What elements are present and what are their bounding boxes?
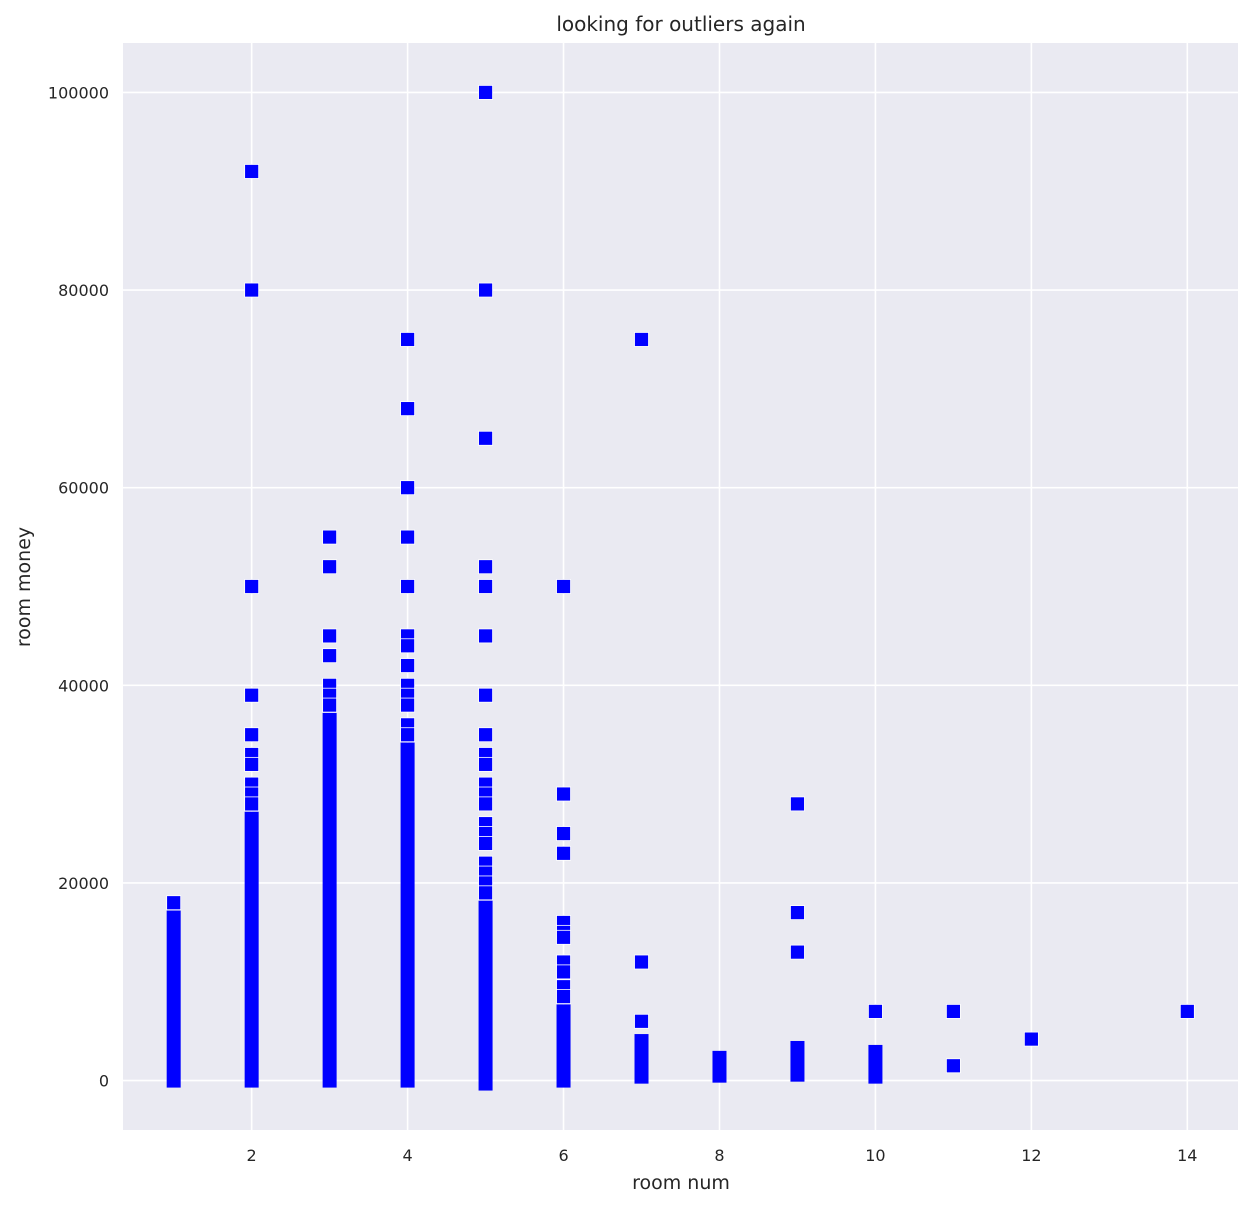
data-point	[244, 282, 260, 298]
x-tick-label: 4	[403, 1146, 413, 1165]
x-tick-label: 6	[558, 1146, 568, 1165]
data-point	[946, 1058, 961, 1074]
data-point	[400, 638, 415, 654]
data-point	[478, 579, 493, 594]
x-tick-label: 2	[247, 1146, 257, 1165]
data-point	[400, 529, 415, 545]
data-point-cluster	[478, 900, 493, 1091]
x-tick-label: 8	[714, 1146, 724, 1165]
data-point	[322, 628, 338, 644]
data-point	[400, 658, 415, 673]
data-point	[166, 895, 182, 911]
data-point	[634, 1013, 649, 1029]
plot-background	[123, 43, 1238, 1130]
data-point	[244, 164, 260, 179]
data-point	[556, 579, 571, 594]
data-point	[244, 796, 260, 812]
y-tick-label: 40000	[58, 676, 109, 695]
data-point	[1179, 1004, 1195, 1019]
y-tick-label: 0	[99, 1072, 109, 1091]
data-point	[790, 944, 805, 960]
data-point	[478, 727, 493, 743]
x-axis-label: room num	[632, 1172, 730, 1194]
data-points	[166, 85, 1195, 1091]
data-point	[400, 480, 415, 496]
data-point	[556, 845, 571, 861]
data-point-cluster	[790, 1040, 805, 1082]
chart-title: looking for outliers again	[556, 12, 805, 36]
data-point-cluster	[166, 910, 181, 1088]
data-point	[478, 836, 493, 851]
y-tick-labels: 0 20000 40000 60000 80000 100000	[48, 83, 109, 1090]
data-point	[400, 579, 415, 594]
data-point	[478, 756, 493, 772]
data-point-cluster	[712, 1050, 727, 1083]
data-point	[400, 332, 415, 347]
data-point	[478, 559, 493, 575]
data-point	[322, 559, 338, 575]
data-point	[400, 697, 415, 713]
data-point	[244, 579, 260, 594]
data-point	[790, 796, 805, 812]
data-point	[244, 756, 260, 772]
data-point	[556, 786, 571, 802]
data-point	[556, 929, 571, 945]
data-point	[868, 1004, 883, 1019]
data-point	[244, 727, 260, 743]
data-point	[478, 628, 493, 644]
x-tick-label: 12	[1021, 1146, 1041, 1165]
data-point	[634, 332, 649, 347]
data-point	[400, 727, 415, 743]
grid-lines	[123, 43, 1238, 1130]
data-point	[1023, 1031, 1039, 1047]
data-point-cluster	[868, 1044, 883, 1084]
x-tick-labels: 2 4 6 8 10 12 14	[247, 1146, 1198, 1165]
y-tick-label: 20000	[58, 874, 109, 893]
x-tick-label: 10	[865, 1146, 885, 1165]
data-point	[478, 687, 493, 703]
data-point	[556, 826, 571, 841]
data-point	[634, 954, 649, 970]
data-point	[478, 796, 493, 812]
data-point	[322, 529, 338, 545]
data-point	[478, 282, 493, 298]
data-point	[322, 697, 338, 713]
x-tick-label: 14	[1177, 1146, 1197, 1165]
data-point	[556, 964, 571, 980]
data-point	[478, 885, 493, 901]
data-point	[790, 905, 805, 920]
data-point-cluster	[244, 811, 259, 1088]
data-point	[478, 430, 493, 446]
data-point-cluster	[400, 742, 415, 1088]
y-tick-label: 80000	[58, 281, 109, 300]
data-point	[946, 1004, 961, 1019]
data-point-cluster	[634, 1034, 649, 1084]
data-point	[478, 85, 493, 100]
y-tick-label: 60000	[58, 479, 109, 498]
y-axis-label: room money	[13, 527, 35, 647]
data-point-cluster	[322, 712, 337, 1088]
data-point-cluster	[556, 1004, 571, 1088]
y-tick-label: 100000	[48, 83, 109, 102]
data-point	[556, 989, 571, 1004]
data-point	[244, 687, 260, 703]
data-point	[322, 648, 338, 664]
data-point	[400, 401, 415, 417]
